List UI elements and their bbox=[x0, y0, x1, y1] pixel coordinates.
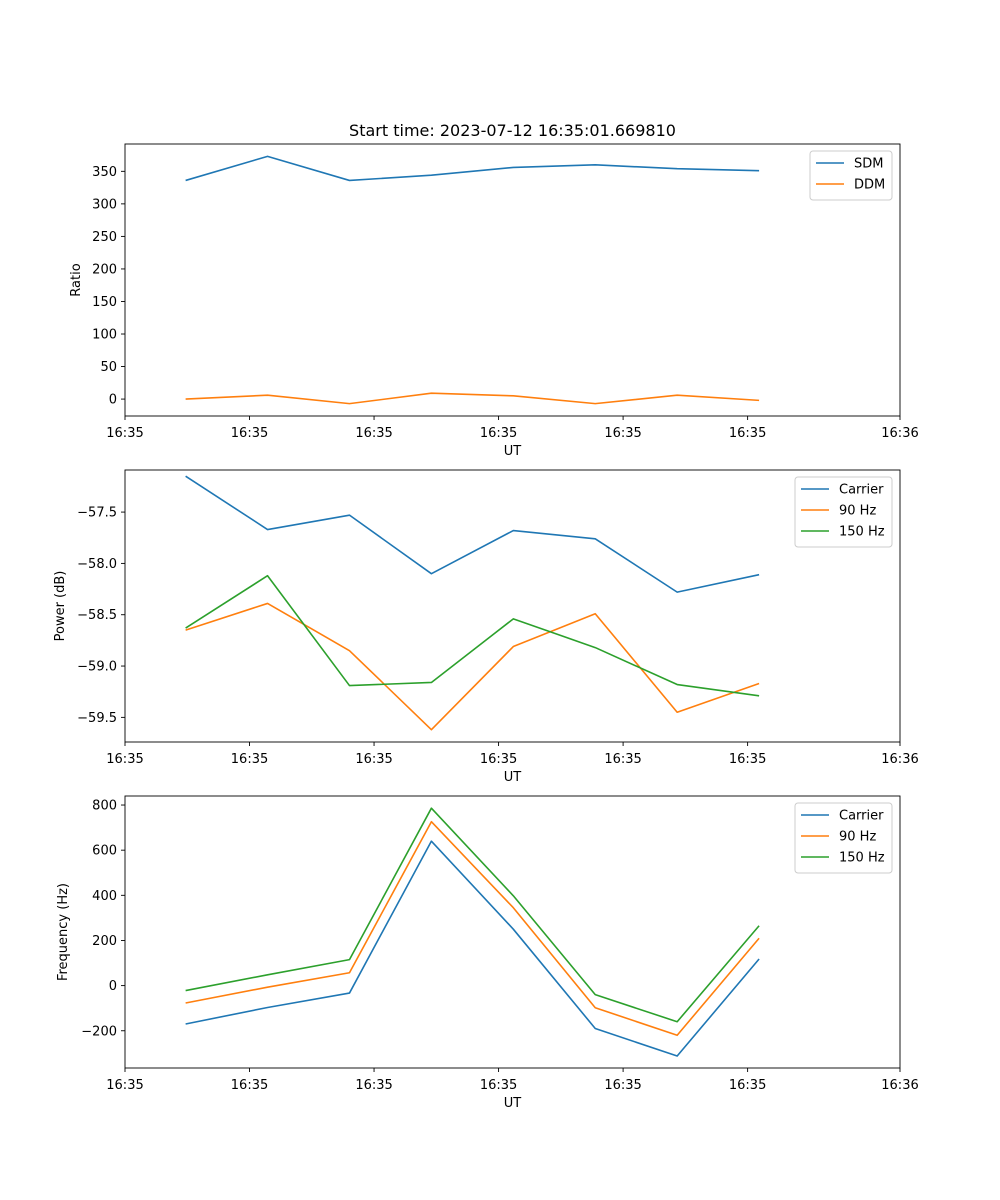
legend-label: SDM bbox=[854, 157, 883, 172]
series-line-90-hz bbox=[185, 602, 760, 731]
legend-label: 150 Hz bbox=[839, 851, 885, 866]
legend-label: 90 Hz bbox=[839, 504, 876, 519]
y-axis-label: Ratio bbox=[69, 263, 84, 296]
legend: Carrier 90 Hz 150 Hz bbox=[794, 802, 893, 874]
chart-panel-3: 16:35 16:35 16:35 16:35 16:35 16:35 16:36 −200 0… bbox=[56, 795, 919, 1111]
plot-frame bbox=[124, 469, 901, 743]
chart-panel-1: 16:35 16:35 16:35 16:35 16:35 16:35 16:36 0 50 10… bbox=[69, 121, 919, 459]
x-tick-label: 16:35 bbox=[480, 752, 517, 767]
x-tick-label: 16:35 bbox=[480, 1078, 517, 1093]
series-line-sdm bbox=[185, 155, 760, 182]
x-tick-label: 16:35 bbox=[355, 426, 392, 441]
y-tick-label: −58.5 bbox=[77, 608, 117, 623]
x-axis-label: UT bbox=[504, 444, 522, 459]
x-tick-label: 16:35 bbox=[106, 752, 143, 767]
x-tick-label: 16:35 bbox=[480, 426, 517, 441]
x-tick-label: 16:36 bbox=[881, 426, 918, 441]
legend-label: Carrier bbox=[839, 809, 884, 824]
y-tick-label: −57.5 bbox=[77, 506, 117, 521]
series-line-ddm bbox=[185, 392, 760, 405]
chart-title: Start time: 2023-07-12 16:35:01.669810 bbox=[349, 121, 676, 140]
plot-frame bbox=[124, 795, 901, 1069]
legend: SDM DDM bbox=[809, 150, 893, 201]
y-axis-label: Frequency (Hz) bbox=[56, 883, 71, 981]
x-tick-label: 16:35 bbox=[231, 752, 268, 767]
x-tick-label: 16:36 bbox=[881, 1078, 918, 1093]
x-tick-label: 16:35 bbox=[231, 1078, 268, 1093]
x-tick-label: 16:35 bbox=[106, 1078, 143, 1093]
y-tick-label: 150 bbox=[92, 295, 117, 310]
x-tick-label: 16:35 bbox=[106, 426, 143, 441]
legend-box bbox=[794, 476, 893, 548]
y-tick-label: 50 bbox=[100, 360, 117, 375]
y-axis-label: Power (dB) bbox=[53, 571, 68, 642]
x-tick-label: 16:35 bbox=[604, 1078, 641, 1093]
x-axis-label: UT bbox=[504, 1096, 522, 1111]
legend-box bbox=[794, 802, 893, 874]
x-tick-label: 16:36 bbox=[881, 752, 918, 767]
x-tick-label: 16:35 bbox=[729, 426, 766, 441]
legend-label: DDM bbox=[854, 178, 885, 193]
y-tick-label: 0 bbox=[109, 393, 117, 408]
chart-panel-2: 16:35 16:35 16:35 16:35 16:35 16:35 16:36 −59.5… bbox=[53, 469, 919, 785]
x-tick-label: 16:35 bbox=[604, 752, 641, 767]
x-tick-label: 16:35 bbox=[231, 426, 268, 441]
series-line-90-hz bbox=[185, 820, 760, 1037]
x-tick-label: 16:35 bbox=[355, 1078, 392, 1093]
x-axis-label: UT bbox=[504, 770, 522, 785]
y-tick-label: 200 bbox=[92, 262, 117, 277]
y-tick-label: 200 bbox=[92, 934, 117, 949]
y-tick-label: −200 bbox=[81, 1024, 117, 1039]
x-tick-label: 16:35 bbox=[729, 1078, 766, 1093]
y-tick-label: 300 bbox=[92, 197, 117, 212]
legend-label: 150 Hz bbox=[839, 525, 885, 540]
x-tick-label: 16:35 bbox=[604, 426, 641, 441]
x-tick-label: 16:35 bbox=[355, 752, 392, 767]
legend-label: Carrier bbox=[839, 483, 884, 498]
legend-label: 90 Hz bbox=[839, 830, 876, 845]
y-tick-label: 0 bbox=[109, 979, 117, 994]
y-tick-label: 250 bbox=[92, 230, 117, 245]
series-line-carrier bbox=[185, 475, 760, 593]
legend: Carrier 90 Hz 150 Hz bbox=[794, 476, 893, 548]
y-tick-label: 100 bbox=[92, 328, 117, 343]
y-tick-label: 350 bbox=[92, 165, 117, 180]
series-line-150-hz bbox=[185, 807, 760, 1023]
y-tick-label: −59.5 bbox=[77, 711, 117, 726]
series-line-150-hz bbox=[185, 574, 760, 697]
x-tick-label: 16:35 bbox=[729, 752, 766, 767]
plot-frame bbox=[124, 143, 901, 417]
series-line-carrier bbox=[185, 840, 760, 1057]
y-tick-label: 400 bbox=[92, 889, 117, 904]
y-tick-label: 800 bbox=[92, 799, 117, 814]
y-tick-label: −59.0 bbox=[77, 660, 117, 675]
y-tick-label: 600 bbox=[92, 844, 117, 859]
y-tick-label: −58.0 bbox=[77, 557, 117, 572]
